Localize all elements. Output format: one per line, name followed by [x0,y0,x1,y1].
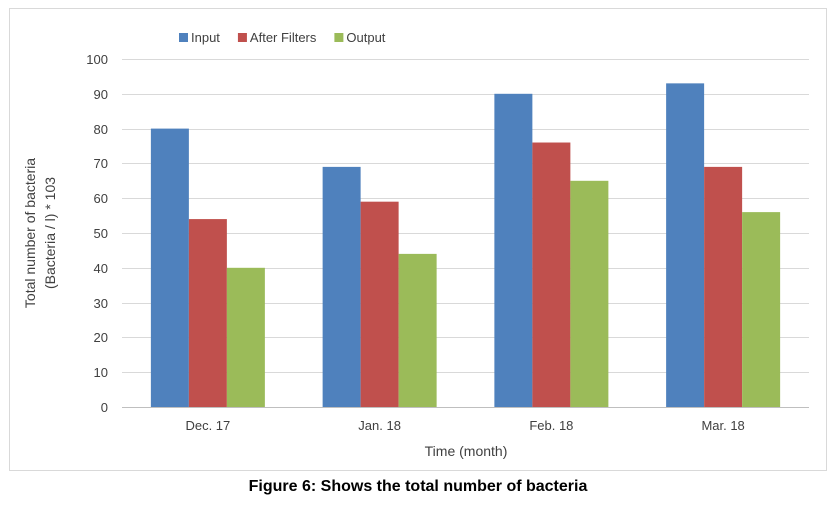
legend-swatch [334,33,344,42]
x-tick-label: Jan. 18 [358,418,401,433]
y-tick-label: 50 [94,226,108,241]
legend: Input After Filters Output [179,30,386,45]
bars [150,83,781,408]
x-tick-label: Feb. 18 [529,418,573,433]
legend-label: After Filters [250,30,317,45]
x-tick-label: Dec. 17 [185,418,230,433]
bar-input-feb-18 [494,93,533,408]
legend-label: Input [191,30,220,45]
y-tick-labels: 0 10 20 30 40 50 60 70 80 90 100 [86,52,108,415]
bacteria-chart: 0 10 20 30 40 50 60 70 80 90 100 Dec. 17 Jan. 18 Feb… [9,8,827,471]
y-tick-label: 90 [94,87,108,102]
bar-output-dec-17 [226,267,265,407]
bar-input-dec-17 [150,128,189,407]
y-tick-label: 10 [94,365,108,380]
bar-input-mar-18 [666,83,705,408]
bar-after-filters-feb-18 [532,142,571,407]
bar-input-jan-18 [322,166,361,407]
y-tick-label: 20 [94,330,108,345]
y-axis-title: Total number of bacteria (Bacteria / l) *… [22,158,58,308]
figure-caption: Figure 6: Shows the total number of bact… [248,478,588,495]
x-axis-title: Time (month) [425,443,508,459]
y-tick-label: 100 [86,52,108,67]
y-tick-label: 40 [94,261,108,276]
bar-output-jan-18 [398,253,437,407]
x-tick-label: Mar. 18 [701,418,744,433]
legend-swatch [237,33,247,42]
y-tick-label: 0 [101,400,108,415]
legend-swatch [179,33,188,42]
y-tick-label: 80 [94,122,108,137]
x-tick-labels: Dec. 17 Jan. 18 Feb. 18 Mar. 18 [185,418,744,433]
y-tick-label: 30 [94,296,108,311]
y-axis-title-line: Total number of bacteria [22,158,38,308]
bar-after-filters-mar-18 [704,166,743,407]
y-tick-label: 60 [94,191,108,206]
y-tick-label: 70 [94,156,108,171]
y-axis-title-line: (Bacteria / l) * 103 [42,177,58,289]
bar-output-feb-18 [570,180,609,407]
bar-after-filters-jan-18 [360,201,399,407]
bar-after-filters-dec-17 [188,219,227,407]
legend-label: Output [346,30,385,45]
bar-output-mar-18 [742,212,781,407]
